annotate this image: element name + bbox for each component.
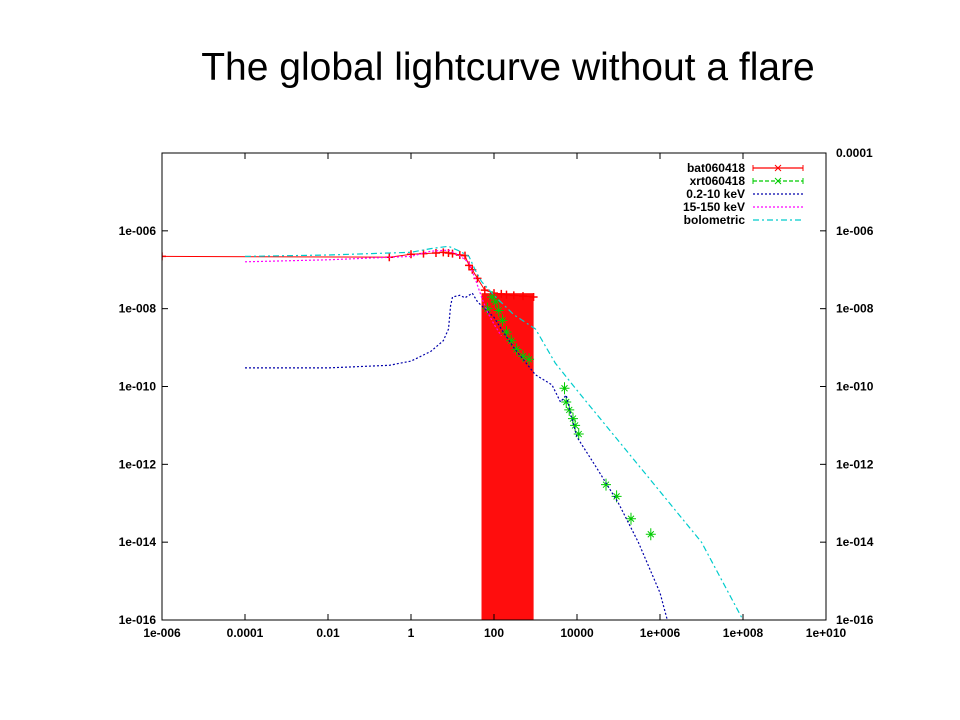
x-tick-label: 100 [484,626,504,640]
point-xrt060418 [524,353,535,366]
x-tick-label: 0.01 [316,626,340,640]
series-layer [162,245,744,620]
legend-label-xrt060418: xrt060418 [690,174,746,188]
y-tick-label: 1e-008 [119,302,157,316]
point-xrt060418 [570,419,581,432]
point-xrt060418 [497,314,508,327]
point-xrt060418 [567,412,578,425]
y2-tick-label: 1e-014 [836,535,874,549]
point-xrt060418 [493,304,504,317]
point-xrt060418 [561,395,572,408]
y2-tick-label: 0.0001 [836,146,873,160]
point-xrt060418 [625,512,636,525]
point-bat060418 [502,290,511,299]
legend-marker-xrt060418 [774,177,782,185]
series-xrt060418 [482,290,656,541]
x-tick-label: 1e+006 [640,626,681,640]
y-tick-label: 1e-012 [119,457,157,471]
point-xrt060418 [511,343,522,356]
legend-label-0-2-10-kev: 0.2-10 keV [686,187,745,201]
slide-title: The global lightcurve without a flare [201,46,815,89]
point-bat060418 [407,250,415,259]
x-tick-label: 10000 [560,626,594,640]
point-xrt060418 [573,428,584,441]
line-15-150-kev [244,249,502,337]
point-xrt060418 [518,350,529,363]
y-tick-label: 1e-014 [119,535,157,549]
point-xrt060418 [601,478,612,491]
series-bolometric [244,245,744,620]
point-xrt060418 [482,302,493,315]
x-tick-label: 1e+010 [806,626,847,640]
y-tick-label: 1e-016 [119,613,157,627]
y2-tick-label: 1e-010 [836,380,874,394]
y2-tick-label: 1e-016 [836,613,874,627]
point-xrt060418 [506,334,517,347]
point-xrt060418 [490,295,501,308]
point-bat060418 [529,292,538,301]
point-xrt060418 [487,290,498,303]
x-tick-label: 1e-006 [143,626,181,640]
point-bat060418 [480,286,489,295]
point-bat060418 [519,292,528,301]
point-bat060418 [162,252,166,261]
point-bat060418 [509,291,518,300]
legend-label-bat060418: bat060418 [687,161,745,175]
legend-label-bolometric: bolometric [684,213,746,227]
point-bat060418 [448,249,457,258]
line-bolometric [244,245,744,620]
x-tick-label: 1 [408,626,415,640]
errorbar-block-bat060418 [481,293,534,620]
point-xrt060418 [611,490,622,503]
legend-marker-bat060418 [774,164,782,172]
axis-layer: 1e-006 0.0001 0.01 1 100 10000 1e+006 1e+008 1e+… [119,146,874,640]
point-xrt060418 [501,326,512,339]
y2-tick-label: 1e-008 [836,302,874,316]
y2-tick-label: 1e-012 [836,457,874,471]
point-xrt060418 [645,528,656,541]
point-xrt060418 [564,403,575,416]
y-tick-label: 1e-010 [119,380,157,394]
point-bat060418 [431,248,440,257]
point-xrt060418 [559,382,570,395]
legend-label-15-150-kev: 15-150 keV [683,200,745,214]
series-15-150-kev [244,249,502,337]
y-tick-label: 1e-006 [119,224,157,238]
x-tick-label: 0.0001 [227,626,264,640]
x-tick-label: 1e+008 [723,626,764,640]
series-bat060418 [162,248,538,620]
line-0-2-10-kev [245,292,668,620]
y2-tick-label: 1e-006 [836,224,874,238]
series-0-2-10-kev [245,292,668,620]
